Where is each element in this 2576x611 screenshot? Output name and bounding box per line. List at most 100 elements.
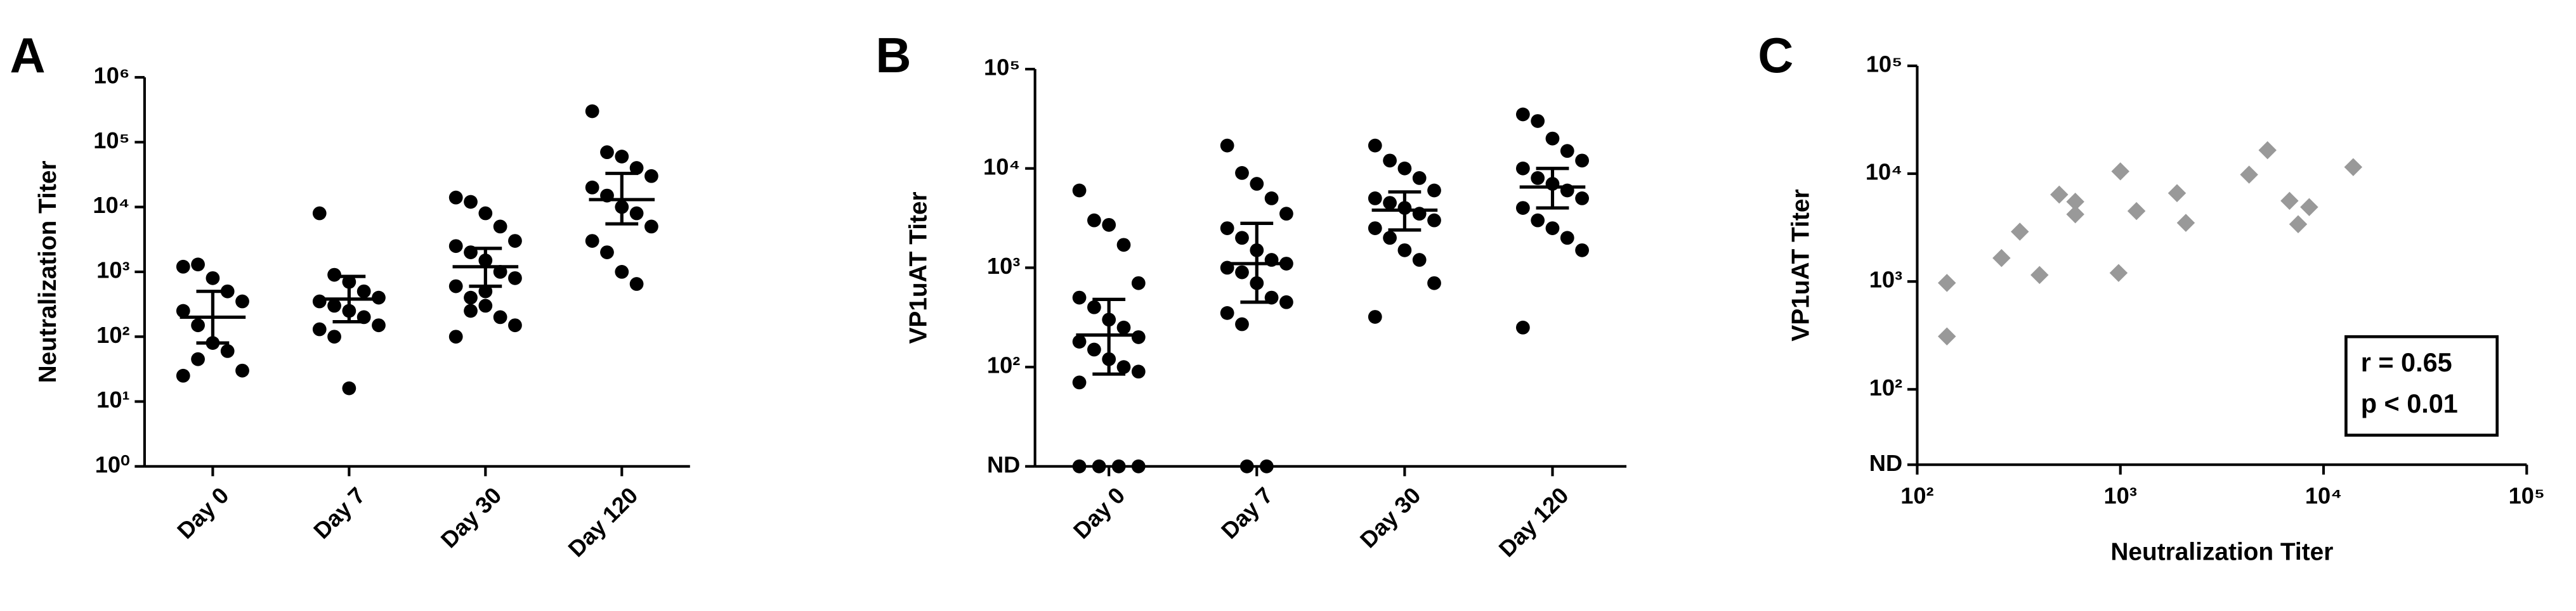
data-dot — [342, 381, 356, 396]
data-point — [1937, 327, 1956, 345]
y-axis-title: Neutralization Titer — [34, 160, 62, 383]
data-dot — [448, 279, 463, 293]
data-dot — [1131, 364, 1146, 379]
data-dot — [1575, 243, 1589, 257]
data-point — [2111, 162, 2129, 181]
y-tick-label: 10¹ — [96, 387, 129, 413]
data-dot — [1412, 253, 1427, 267]
y-tick-label: 10⁴ — [93, 192, 129, 218]
data-dot — [1279, 207, 1293, 221]
x-tick-label: Day 0 — [1068, 482, 1130, 544]
data-dot — [585, 234, 599, 248]
data-dot — [1427, 276, 1441, 290]
data-dot — [1116, 360, 1131, 374]
data-dot — [478, 284, 493, 299]
data-point — [2010, 222, 2029, 241]
data-dot — [1116, 320, 1131, 335]
data-dot — [1087, 300, 1101, 314]
data-dot — [629, 206, 644, 221]
y-tick-label: 10² — [96, 322, 129, 348]
y-tick-label: 10³ — [987, 253, 1020, 279]
data-dot — [1235, 231, 1249, 245]
data-dot — [1427, 213, 1441, 228]
y-tick-label: 10² — [1869, 375, 1902, 401]
data-dot — [1515, 161, 1530, 176]
x-tick-label: Day 30 — [436, 482, 507, 553]
data-dot — [600, 245, 614, 259]
y-axis-title: VP1uAT Titer — [1787, 189, 1814, 341]
data-dot — [1087, 213, 1101, 228]
data-dot — [1397, 243, 1412, 257]
nd-dot — [1131, 459, 1146, 473]
data-dot — [176, 259, 190, 274]
data-point — [2240, 165, 2258, 184]
data-dot — [1368, 221, 1382, 235]
data-dot — [585, 180, 599, 195]
data-dot — [464, 304, 478, 318]
data-dot — [1560, 231, 1574, 245]
data-dot — [191, 352, 205, 366]
nd-dot — [1239, 459, 1254, 473]
data-dot — [1545, 131, 1560, 146]
x-tick-label: Day 120 — [563, 482, 643, 562]
data-dot — [1427, 183, 1441, 198]
data-dot — [448, 330, 463, 344]
data-dot — [1531, 171, 1545, 185]
y-tick-label: 10² — [987, 352, 1020, 378]
data-point — [2050, 185, 2069, 204]
nd-dot — [1092, 459, 1106, 473]
data-dot — [191, 318, 205, 333]
data-dot — [1515, 320, 1530, 335]
x-axis-title: Neutralization Titer — [2110, 538, 2333, 565]
data-point — [2167, 184, 2187, 202]
data-dot — [235, 294, 249, 309]
data-dot — [508, 318, 522, 333]
data-dot — [1397, 161, 1412, 176]
data-dot — [1250, 177, 1264, 191]
data-dot — [1560, 144, 1574, 158]
panel-label: B — [875, 29, 911, 83]
data-dot — [1368, 310, 1382, 324]
x-tick-label: Day 7 — [308, 482, 370, 544]
data-dot — [1279, 295, 1293, 309]
data-dot — [176, 304, 190, 318]
data-point — [2344, 158, 2363, 176]
data-dot — [1264, 191, 1279, 205]
data-dot — [615, 265, 629, 279]
y-tick-label: ND — [987, 451, 1020, 477]
data-dot — [493, 219, 507, 234]
data-dot — [327, 299, 341, 313]
data-dot — [1235, 317, 1249, 331]
y-tick-label: 10³ — [1869, 267, 1902, 293]
nd-dot — [1072, 459, 1087, 473]
data-point — [1937, 274, 1956, 292]
data-point — [2127, 202, 2146, 221]
data-dot — [312, 294, 327, 309]
y-tick-label: ND — [1869, 450, 1902, 476]
data-dot — [1131, 276, 1146, 290]
data-dot — [312, 322, 327, 337]
data-point — [2258, 141, 2277, 160]
y-tick-label: 10⁰ — [95, 451, 130, 477]
data-dot — [1131, 330, 1146, 344]
data-point — [2030, 266, 2049, 285]
x-tick-label: Day 7 — [1216, 482, 1278, 544]
data-dot — [372, 318, 386, 333]
data-point — [2109, 264, 2128, 282]
data-dot — [1116, 238, 1131, 252]
data-dot — [235, 363, 249, 378]
data-dot — [1515, 107, 1530, 122]
data-dot — [644, 169, 658, 183]
data-dot — [1368, 138, 1382, 153]
data-point — [2176, 214, 2195, 232]
data-dot — [1368, 191, 1382, 205]
data-dot — [629, 161, 644, 175]
y-tick-label: 10⁶ — [94, 63, 130, 89]
x-tick-label: Day 120 — [1494, 482, 1574, 562]
x-tick-label: 10⁴ — [2305, 483, 2342, 509]
data-dot — [191, 257, 205, 272]
data-dot — [1531, 213, 1545, 228]
data-dot — [1072, 335, 1087, 349]
data-dot — [464, 290, 478, 305]
